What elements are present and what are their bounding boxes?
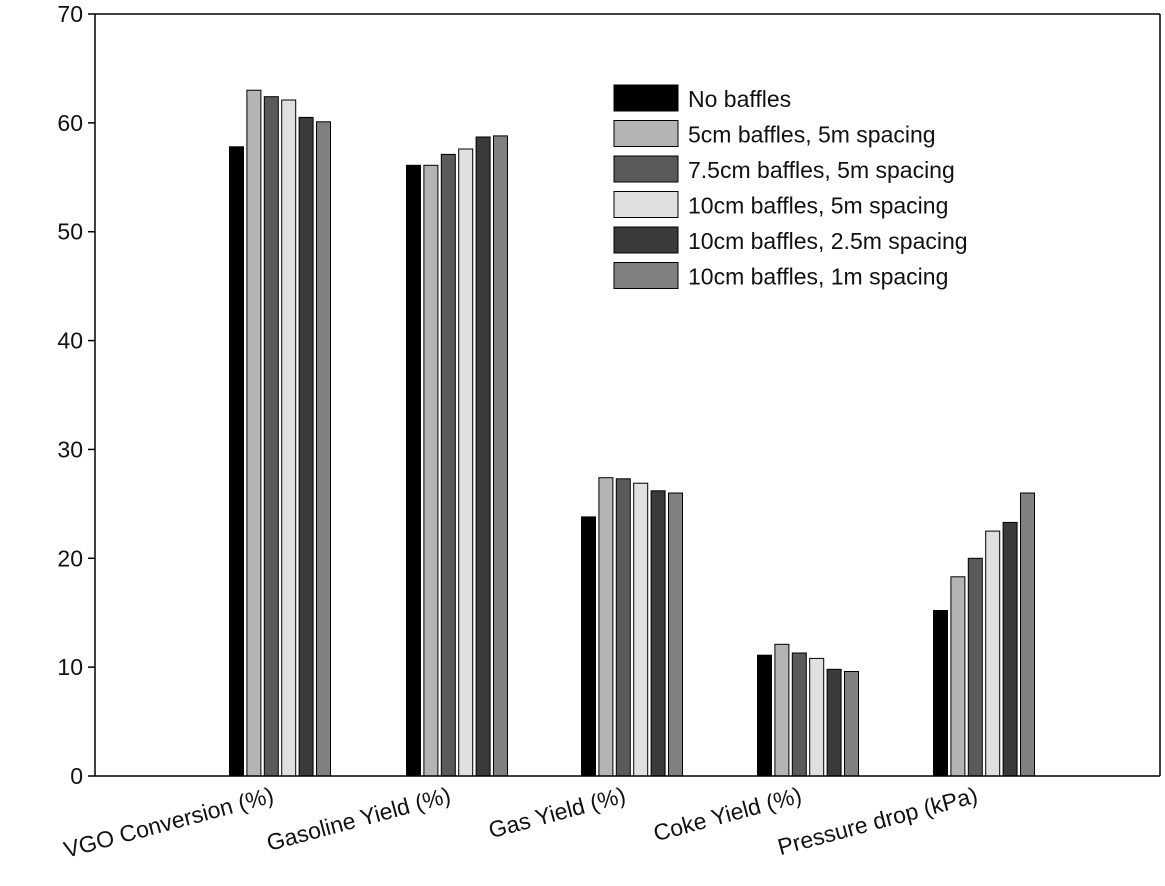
- legend-label: 10cm baffles, 5m spacing: [688, 193, 948, 219]
- bar: [791, 652, 807, 777]
- bar: [757, 654, 772, 777]
- legend-item: 7.5cm baffles, 5m spacing: [613, 155, 955, 183]
- y-tick-label: 30: [57, 436, 83, 462]
- legend-swatch: [613, 191, 679, 218]
- bar-group: [406, 135, 508, 777]
- bar-group: [229, 89, 331, 777]
- y-tick-label: 10: [57, 654, 83, 680]
- y-tick-label: 40: [57, 328, 83, 354]
- bar: [615, 478, 631, 777]
- y-tick-label: 20: [57, 545, 83, 571]
- bar: [316, 121, 331, 777]
- bar: [581, 516, 596, 777]
- bar: [650, 490, 666, 777]
- legend-label: 7.5cm baffles, 5m spacing: [688, 157, 955, 183]
- bar: [229, 146, 244, 777]
- x-category-label: Gas Yield (%): [486, 782, 629, 844]
- x-category-label: Pressure drop (kPa): [775, 782, 981, 860]
- bar: [809, 657, 825, 777]
- bar-group: [581, 477, 683, 777]
- bar: [246, 89, 262, 777]
- legend-label: No baffles: [688, 86, 791, 112]
- bar: [458, 148, 474, 777]
- legend-swatch: [613, 84, 679, 112]
- bar: [950, 576, 966, 777]
- bar: [263, 96, 279, 777]
- bar: [967, 557, 983, 777]
- legend: No baffles 5cm baffles, 5m spacing 7.5cm b…: [613, 84, 968, 290]
- bar-group: [757, 643, 859, 777]
- y-tick-label: 70: [57, 1, 83, 27]
- bar: [844, 671, 859, 777]
- legend-swatch: [613, 226, 679, 254]
- legend-item: 10cm baffles, 2.5m spacing: [613, 226, 968, 254]
- bar: [406, 164, 421, 777]
- bar: [1002, 521, 1018, 777]
- bar: [598, 477, 614, 777]
- y-tick-label: 60: [57, 110, 83, 136]
- bar: [440, 153, 456, 777]
- legend-label: 10cm baffles, 2.5m spacing: [688, 228, 968, 254]
- legend-item: No baffles: [613, 84, 791, 112]
- legend-label: 10cm baffles, 1m spacing: [688, 264, 948, 290]
- legend-label: 5cm baffles, 5m spacing: [688, 122, 936, 148]
- bar: [475, 136, 491, 777]
- bar: [298, 116, 314, 777]
- legend-swatch: [613, 155, 679, 183]
- bar: [985, 530, 1001, 777]
- legend-swatch: [613, 120, 679, 147]
- bar: [826, 668, 842, 777]
- x-category-label: Gasoline Yield (%): [264, 782, 453, 856]
- bar: [933, 610, 948, 777]
- bar: [633, 482, 649, 777]
- bar: [668, 492, 683, 777]
- legend-item: 5cm baffles, 5m spacing: [613, 120, 936, 148]
- bar: [1020, 492, 1035, 777]
- bar: [281, 99, 297, 777]
- bar-group: [933, 492, 1035, 777]
- y-tick-label: 0: [70, 763, 83, 789]
- bar: [493, 135, 508, 777]
- legend-item: 10cm baffles, 1m spacing: [613, 262, 948, 290]
- legend-swatch: [613, 262, 679, 289]
- x-category-label: VGO Conversion (%): [61, 782, 276, 863]
- bar: [774, 643, 790, 777]
- legend-item: 10cm baffles, 5m spacing: [613, 191, 948, 219]
- bar: [423, 164, 439, 777]
- y-tick-label: 50: [57, 219, 83, 245]
- bars-layer: [229, 89, 1035, 777]
